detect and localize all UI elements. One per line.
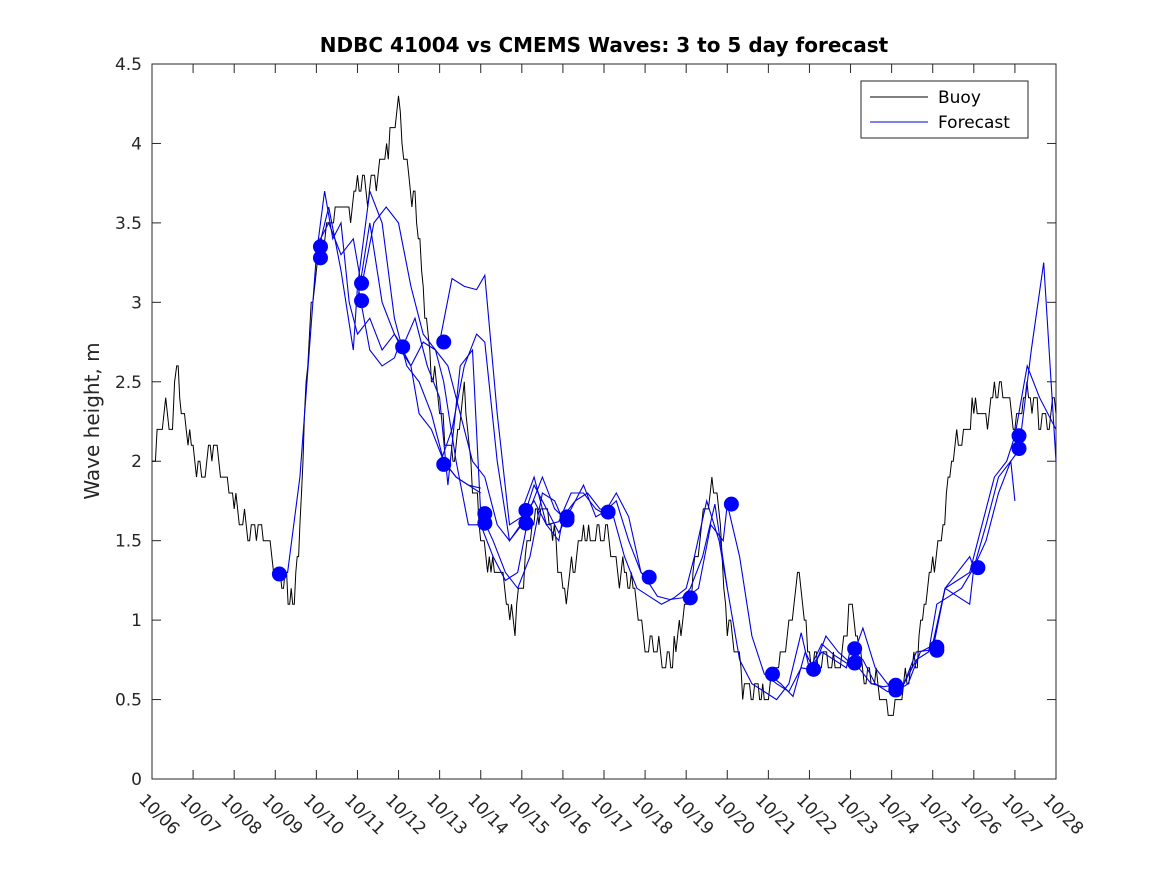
y-axis-ticks: 0 0.5 1 1.5 2 2.5 3 3.5 4 4.5	[115, 55, 1056, 790]
forecast-marker	[354, 275, 370, 291]
forecast-series-line-6	[439, 333, 646, 577]
forecast-marker	[271, 566, 287, 582]
forecast-series-line-4	[356, 222, 564, 590]
forecast-marker	[641, 569, 657, 585]
forecast-series-line-2	[315, 190, 481, 489]
y-tick-label: 2.5	[115, 373, 142, 393]
forecast-marker	[518, 502, 534, 518]
forecast-series-line-8	[644, 503, 852, 701]
y-tick-label: 1	[131, 611, 142, 631]
y-tick-label: 0	[131, 770, 142, 790]
y-tick-label: 4	[131, 134, 142, 154]
y-tick-label: 2	[131, 452, 142, 472]
forecast-marker	[600, 504, 616, 520]
forecast-marker	[436, 334, 452, 350]
legend-forecast-label: Forecast	[938, 113, 1010, 133]
forecast-marker	[312, 250, 328, 266]
forecast-marker	[888, 682, 904, 698]
forecast-series-line-1	[315, 206, 523, 542]
y-tick-label: 3	[131, 293, 142, 313]
forecast-marker	[847, 641, 863, 657]
forecast-marker	[1011, 441, 1027, 457]
forecast-marker	[764, 666, 780, 682]
forecast-marker	[847, 655, 863, 671]
forecast-markers	[271, 239, 1027, 698]
forecast-series-line-7	[521, 475, 728, 605]
y-axis-label: Wave height, m	[80, 342, 104, 499]
chart-title: NDBC 41004 vs CMEMS Waves: 3 to 5 day fo…	[320, 33, 889, 57]
y-tick-label: 1.5	[115, 532, 142, 552]
forecast-marker	[723, 496, 739, 512]
legend: Buoy Forecast	[860, 80, 1029, 139]
forecast-marker	[395, 339, 411, 355]
forecast-marker	[682, 590, 698, 606]
legend-buoy-label: Buoy	[938, 88, 981, 108]
legend-box	[860, 80, 1029, 139]
forecast-marker	[436, 456, 452, 472]
forecast-marker	[477, 515, 493, 531]
forecast-marker	[929, 639, 945, 655]
forecast-marker	[1011, 428, 1027, 444]
y-tick-label: 0.5	[115, 691, 142, 711]
forecast-marker	[806, 661, 822, 677]
buoy-series-line	[152, 95, 1057, 716]
y-tick-label: 4.5	[115, 55, 142, 75]
forecast-marker	[559, 512, 575, 528]
y-tick-label: 3.5	[115, 214, 142, 234]
forecast-marker	[518, 515, 534, 531]
forecast-marker	[970, 560, 986, 576]
forecast-marker	[354, 293, 370, 309]
plot-area	[151, 63, 1057, 780]
